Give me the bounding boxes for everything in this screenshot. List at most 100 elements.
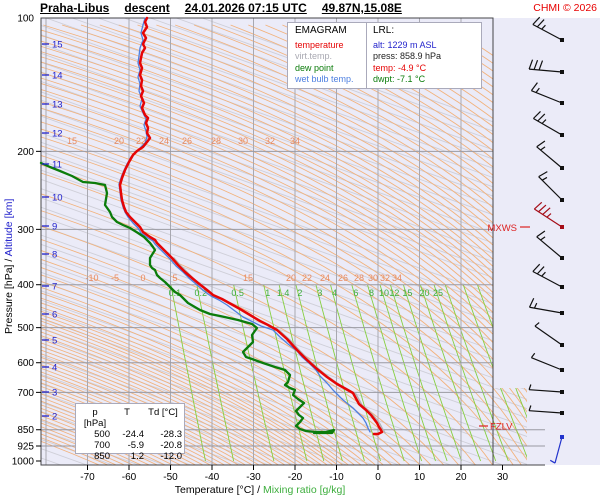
temperature-tick-label: -60: [122, 472, 137, 483]
lrl-line-1: press: 858.9 hPa: [373, 51, 442, 61]
copyright-notice: CHMI © 2026: [533, 2, 597, 14]
lrl-heading: LRL:: [373, 25, 395, 36]
temperature-curve: [118, 16, 384, 436]
adiabat-label: 34: [392, 273, 402, 283]
pressure-tick-label: 400: [17, 280, 34, 291]
mxws-label: MXWS: [487, 223, 517, 234]
surface-wind-barb: [549, 435, 564, 464]
dew-point-curve: [39, 161, 336, 435]
legend-item-2: dew point: [295, 62, 334, 73]
lrl-info-box: LRL: alt: 1229 m ASL press: 858.9 hPa temp…: [366, 22, 482, 89]
y-axis-title-altitude: Altitude [km]: [3, 198, 15, 257]
fzlv-label: FZLV: [490, 422, 513, 433]
x-axis-title-temperature: Temperature [°C] /: [174, 484, 261, 496]
levels-table: p [hPa] T Td [°C] 500 -24.4 -28.3 700 -5.9 -20.…: [75, 403, 185, 462]
adiabat-label: 0: [140, 273, 145, 283]
mixing-ratio-label: 20: [419, 288, 429, 298]
altitude-tick-label: 12: [52, 129, 63, 140]
pressure-tick-label: 600: [17, 358, 34, 369]
altitude-tick-label: 13: [52, 100, 63, 111]
adiabat-label: 15: [243, 273, 253, 283]
adiabat-label: 26: [182, 136, 192, 146]
table-row: 850 1.2 -12.0: [94, 451, 182, 462]
adiabat-label: -5: [111, 273, 119, 283]
mixing-ratio-label: 10: [379, 288, 389, 298]
adiabat-label: 30: [368, 273, 378, 283]
max-wind-barb: [533, 201, 564, 229]
wind-barb: [528, 59, 564, 74]
temperature-tick-label: 20: [455, 472, 467, 483]
station-name: Praha-Libus: [40, 1, 110, 15]
temperature-tick-label: -50: [163, 472, 178, 483]
altitude-tick-label: 9: [52, 222, 57, 233]
wind-barb: [532, 111, 564, 137]
temperature-tick-label: 0: [375, 472, 381, 483]
mixing-ratio-label: 0.5: [231, 288, 244, 298]
temperature-tick-label: 10: [414, 472, 426, 483]
pressure-tick-label: 100: [17, 14, 34, 25]
pressure-tick-label: 200: [17, 147, 34, 158]
altitude-tick-label: 10: [52, 193, 63, 204]
legend-item-1: virt.temp.: [295, 51, 333, 61]
pressure-tick-label: 300: [17, 225, 34, 236]
wind-barb: [538, 171, 564, 202]
y-axis-title: Pressure [hPa] / Altitude [km]: [3, 199, 15, 334]
chart-title: Praha-Libus descent 24.01.2026 07:15 UTC 49…: [40, 1, 417, 15]
adiabat-label: 34: [290, 136, 300, 146]
table-header-cell: Td [°C]: [148, 407, 178, 418]
wind-barb: [532, 16, 564, 42]
temperature-tick-label: -10: [329, 472, 344, 483]
wind-barb: [528, 384, 564, 394]
mixing-ratio-label: 25: [433, 288, 443, 298]
x-axis-title: Temperature [°C] / Mixing ratio [g/kg]: [125, 484, 395, 496]
adiabat-label: 30: [238, 136, 248, 146]
adiabat-label: 32: [265, 136, 275, 146]
x-axis-title-mixing-ratio: Mixing ratio [g/kg]: [262, 484, 346, 496]
altitude-tick-label: 4: [52, 363, 57, 374]
legend-heading: EMAGRAM: [295, 25, 347, 36]
temperature-tick-label: -70: [80, 472, 95, 483]
altitude-tick-label: 3: [52, 388, 57, 399]
adiabat-label: 5: [172, 273, 177, 283]
sounding-datetime: 24.01.2026 07:15 UTC: [184, 1, 307, 15]
temperature-tick-label: -30: [246, 472, 261, 483]
station-coords: 49.87N,15.08E: [321, 1, 402, 15]
adiabat-label: 24: [320, 273, 330, 283]
mixing-ratio-label: 3: [317, 288, 322, 298]
mixing-ratio-label: 12: [389, 288, 399, 298]
adiabat-label: 24: [159, 136, 169, 146]
altitude-tick-label: 14: [52, 71, 63, 82]
table-row: 500 -24.4 -28.3: [94, 429, 182, 440]
mixing-ratio-label: 1.4: [277, 288, 290, 298]
adiabat-label: 28: [354, 273, 364, 283]
wind-barb: [530, 82, 564, 105]
altitude-tick-label: 2: [52, 412, 57, 423]
mixing-ratio-label: 4: [332, 288, 337, 298]
pressure-tick-label: 850: [17, 425, 34, 436]
altitude-tick-label: 7: [52, 282, 57, 293]
lrl-line-0: alt: 1229 m ASL: [373, 39, 437, 50]
table-header-cell: T: [124, 407, 130, 418]
adiabat-label: 22: [302, 273, 312, 283]
altitude-tick-label: 11: [52, 160, 62, 171]
temperature-tick-label: -20: [288, 472, 303, 483]
mixing-ratio-label: 8: [369, 288, 374, 298]
sounding-type: descent: [124, 1, 170, 15]
pressure-tick-label: 500: [17, 323, 34, 334]
lrl-line-2: temp: -4.9 °C: [373, 62, 427, 73]
wind-barb: [534, 322, 564, 347]
y-axis-title-pressure: Pressure [hPa] /: [3, 256, 15, 334]
table-row: 700 -5.9 -20.8: [94, 440, 182, 451]
adiabat-label: 22: [136, 136, 146, 146]
altitude-tick-label: 15: [52, 40, 63, 51]
altitude-tick-label: 8: [52, 250, 57, 261]
pressure-tick-label: 925: [17, 442, 34, 453]
mixing-ratio-label: 0.2: [195, 288, 208, 298]
mixing-ratio-label: 15: [402, 288, 412, 298]
adiabat-label: 26: [338, 273, 348, 283]
plot-frame: [40, 17, 494, 466]
legend: EMAGRAM temperature virt.temp. dew point we…: [287, 22, 367, 89]
lrl-line-3: dwpt: -7.1 °C: [373, 74, 426, 84]
